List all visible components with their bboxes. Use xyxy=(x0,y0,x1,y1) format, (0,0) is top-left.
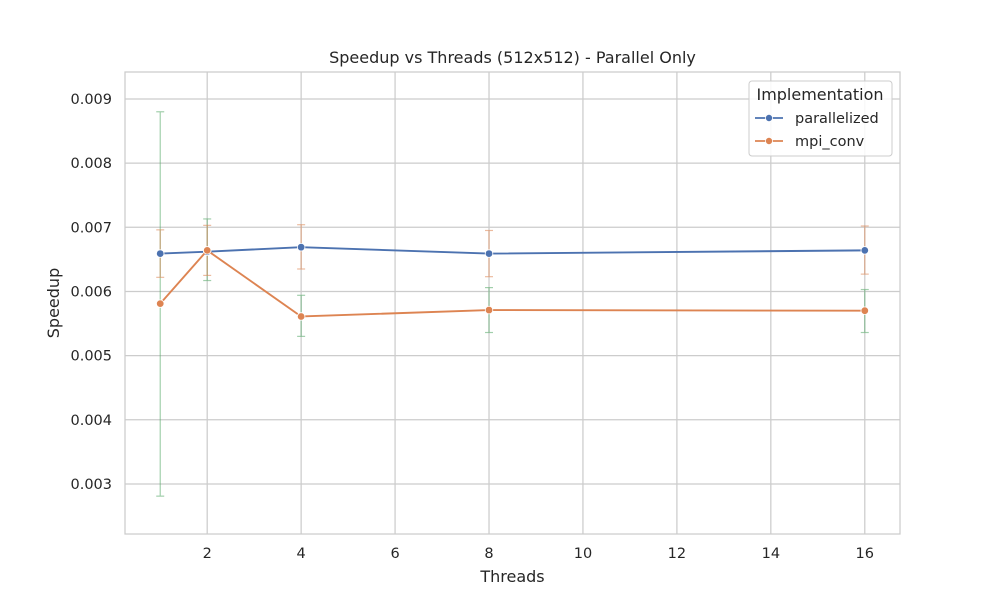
y-tick-label: 0.009 xyxy=(70,92,112,108)
y-tick-label: 0.004 xyxy=(70,413,112,429)
data-point-mpi-conv xyxy=(156,299,165,308)
chart-title: Speedup vs Threads (512x512) - Parallel … xyxy=(329,48,696,67)
data-point-mpi-conv xyxy=(296,312,306,321)
data-point-mpi-conv xyxy=(202,246,212,255)
legend-label-parallelized: parallelized xyxy=(795,111,879,127)
data-point-parallelized xyxy=(484,249,494,258)
x-tick-label: 14 xyxy=(762,546,780,562)
legend-marker-mpi-conv xyxy=(765,136,774,145)
y-tick-label: 0.007 xyxy=(70,220,112,236)
series-lines xyxy=(156,242,869,321)
data-point-parallelized xyxy=(296,242,306,252)
x-tick-label: 8 xyxy=(484,546,493,562)
y-axis-label: Speedup xyxy=(44,268,63,338)
y-tick-labels: 0.003 0.004 0.005 0.006 0.007 0.008 0.009 xyxy=(70,92,112,493)
data-point-parallelized xyxy=(860,246,869,255)
x-tick-label: 4 xyxy=(297,546,306,562)
x-tick-label: 6 xyxy=(390,546,399,562)
data-point-parallelized xyxy=(156,249,165,258)
y-tick-label: 0.003 xyxy=(70,477,112,493)
x-tick-labels: 2 4 6 8 10 12 14 16 xyxy=(203,546,874,562)
y-tick-label: 0.006 xyxy=(70,284,112,300)
legend-title: Implementation xyxy=(756,85,883,104)
legend-label-mpi-conv: mpi_conv xyxy=(795,134,865,150)
legend-box xyxy=(748,80,893,157)
y-tick-label: 0.008 xyxy=(70,156,112,172)
legend-marker-parallelized xyxy=(765,114,774,123)
legend: Implementation parallelized mpi_conv xyxy=(748,80,893,157)
x-tick-label: 16 xyxy=(856,546,874,562)
x-tick-label: 10 xyxy=(574,546,592,562)
x-axis-label: Threads xyxy=(479,567,544,586)
y-tick-label: 0.005 xyxy=(70,349,112,365)
data-point-mpi-conv xyxy=(484,305,494,315)
plot-frame xyxy=(124,71,901,535)
data-point-mpi-conv xyxy=(860,306,869,315)
x-tick-label: 2 xyxy=(203,546,212,562)
x-tick-label: 12 xyxy=(668,546,686,562)
